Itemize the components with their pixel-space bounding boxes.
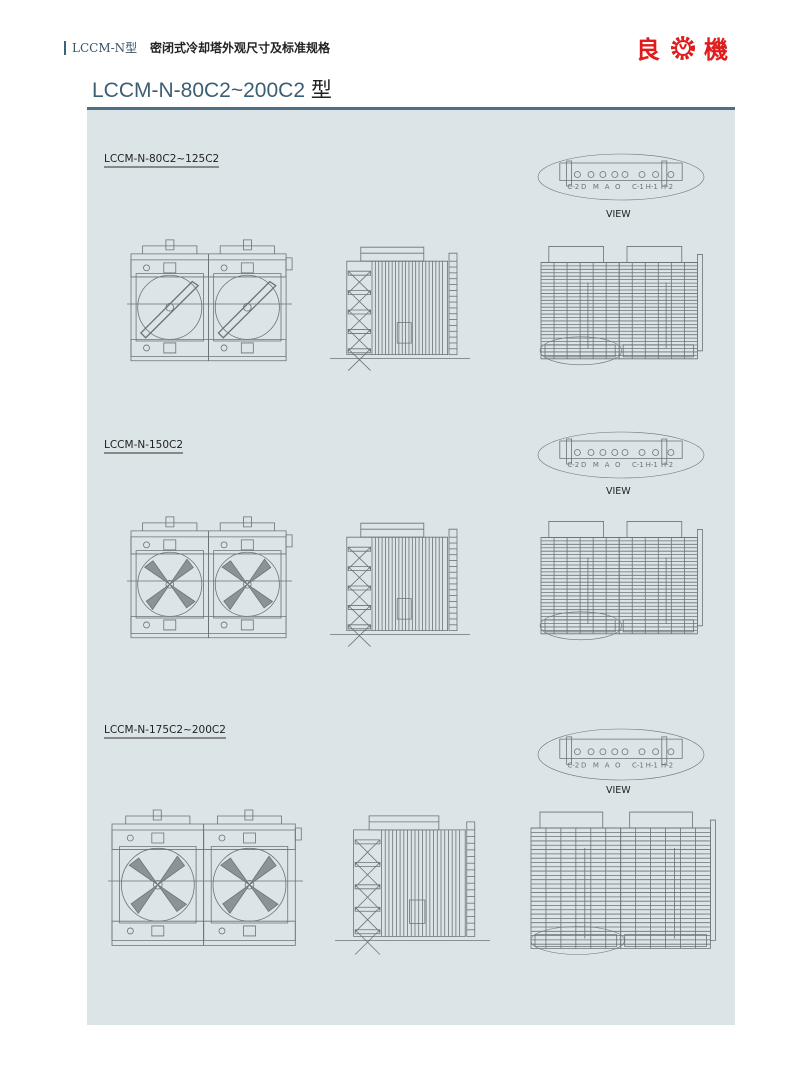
connection-label: D bbox=[581, 183, 586, 191]
front-view-drawing-1 bbox=[127, 238, 292, 370]
connection-label: A bbox=[605, 762, 610, 770]
header-series: LCCM-N型 bbox=[72, 41, 138, 55]
connection-label: D bbox=[581, 461, 586, 469]
connection-label: H-1 bbox=[646, 183, 658, 191]
connection-view-drawing-2: C-2 D M A O C-1 H-1 H-2 bbox=[536, 430, 706, 480]
brand-logo: 良 機 bbox=[636, 35, 730, 64]
connection-label: H-2 bbox=[661, 183, 673, 191]
connection-label: A bbox=[605, 461, 610, 469]
rear-view-drawing-1 bbox=[535, 240, 705, 372]
connection-view-drawing-3: C-2 D M A O C-1 H-1 H-2 bbox=[536, 727, 706, 782]
front-view-drawing-2 bbox=[127, 515, 292, 647]
rear-view-drawing-3 bbox=[525, 800, 720, 965]
view-label-2: VIEW bbox=[606, 486, 631, 497]
connection-label: O bbox=[615, 762, 621, 770]
connection-label: C-2 bbox=[567, 762, 579, 770]
connection-label: O bbox=[615, 183, 621, 191]
connection-view-drawing-1: C-2 D M A O C-1 H-1 H-2 bbox=[536, 152, 706, 202]
connection-label: C-2 bbox=[567, 461, 579, 469]
connection-label: C-1 bbox=[632, 461, 644, 469]
view-label-1: VIEW bbox=[606, 209, 631, 220]
connection-label: C-1 bbox=[632, 183, 644, 191]
connection-label: A bbox=[605, 183, 610, 191]
connection-label: M bbox=[593, 461, 599, 469]
section-label-3: LCCM-N-175C2~200C2 bbox=[104, 724, 226, 739]
section-label-2: LCCM-N-150C2 bbox=[104, 439, 184, 454]
connection-label: H-1 bbox=[646, 762, 658, 770]
connection-label: D bbox=[581, 762, 586, 770]
view-label-3: VIEW bbox=[606, 785, 631, 796]
gear-logo-icon bbox=[671, 35, 695, 60]
rear-view-drawing-2 bbox=[535, 515, 705, 647]
connection-label: M bbox=[593, 183, 599, 191]
section-label-1: LCCM-N-80C2~125C2 bbox=[104, 153, 220, 168]
header-title: 密闭式冷却塔外观尺寸及标准规格 bbox=[150, 41, 331, 55]
connection-label: H-2 bbox=[661, 762, 673, 770]
connection-label: H-2 bbox=[661, 461, 673, 469]
header-accent-bar bbox=[64, 41, 66, 55]
page-title: LCCM-N-80C2~200C2 型 bbox=[92, 79, 332, 102]
connection-label: C-2 bbox=[567, 183, 579, 191]
connection-label: H-1 bbox=[646, 461, 658, 469]
connection-label: M bbox=[593, 762, 599, 770]
side-view-drawing-3 bbox=[335, 808, 490, 954]
side-view-drawing-2 bbox=[330, 518, 470, 646]
side-view-drawing-1 bbox=[330, 242, 470, 370]
connection-label: C-1 bbox=[632, 762, 644, 770]
connection-label: O bbox=[615, 461, 621, 469]
front-view-drawing-3 bbox=[108, 806, 303, 956]
